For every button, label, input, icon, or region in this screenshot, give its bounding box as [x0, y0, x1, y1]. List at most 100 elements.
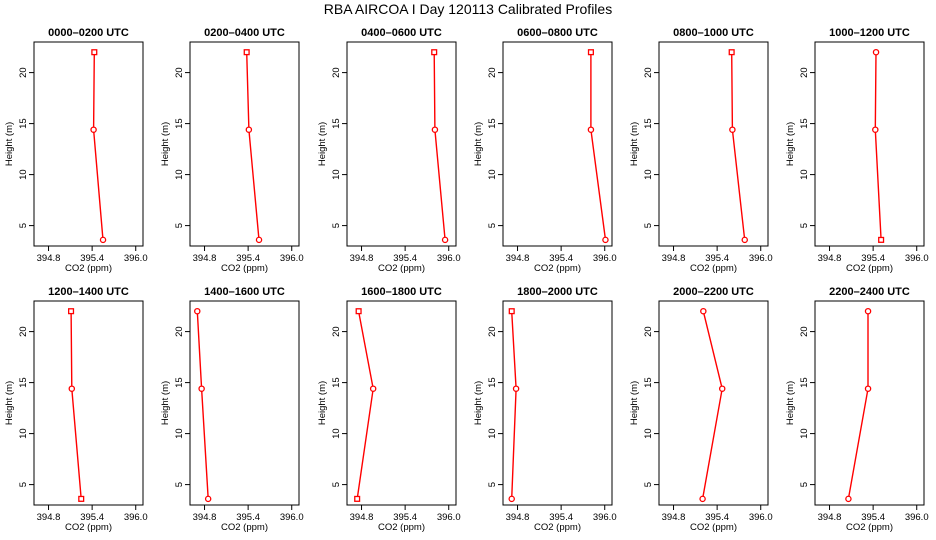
- y-tick-label: 15: [799, 377, 810, 388]
- x-tick-label: 396.0: [437, 253, 461, 264]
- x-tick-label: 396.0: [905, 512, 929, 523]
- x-tick-label: 394.8: [818, 512, 842, 523]
- y-tick-label: 15: [643, 118, 654, 129]
- x-tick-label: 395.4: [236, 512, 260, 523]
- x-tick-label: 395.4: [705, 253, 729, 264]
- y-tick-label: 10: [331, 169, 342, 180]
- profile-panel: 2000–2200 UTC 394.8 395.4 396.0 5 10 15 20 CO2 (…: [629, 286, 773, 533]
- y-tick-label: 15: [18, 377, 29, 388]
- y-tick-label: 10: [174, 428, 185, 439]
- profile-panel: 1800–2000 UTC 394.8 395.4 396.0 5 10 15 20 CO2 (…: [473, 286, 617, 533]
- x-axis-label: CO2 (ppm): [846, 522, 893, 533]
- data-point: [369, 385, 377, 392]
- plot-frame: [502, 41, 613, 247]
- data-point: [194, 307, 201, 315]
- y-tick-label: 5: [331, 223, 342, 228]
- plot-frame: [33, 300, 144, 506]
- y-tick-label: 20: [174, 326, 185, 337]
- y-tick-label: 5: [331, 482, 342, 487]
- panel-title: 2200–2400 UTC: [829, 286, 910, 298]
- y-tick-label: 5: [487, 223, 498, 228]
- y-tick-label: 20: [487, 326, 498, 337]
- panel-title: 1200–1400 UTC: [48, 286, 129, 298]
- plot-frame: [346, 41, 457, 247]
- profile-line: [196, 311, 209, 499]
- profile-panel: 0600–0800 UTC 394.8 395.4 396.0 5 10 15 20 CO2 (…: [473, 27, 617, 274]
- y-tick-label: 5: [799, 223, 810, 228]
- y-tick-label: 20: [18, 326, 29, 337]
- y-tick-label: 5: [174, 223, 185, 228]
- x-axis-label: CO2 (ppm): [378, 263, 425, 274]
- profile-panel: 0200–0400 UTC 394.8 395.4 396.0 5 10 15 20 CO2 (…: [160, 27, 304, 274]
- x-tick-label: 396.0: [280, 512, 304, 523]
- panel-title: 0000–0200 UTC: [48, 27, 129, 39]
- profile-line: [70, 311, 82, 499]
- x-tick-label: 395.4: [80, 512, 104, 523]
- data-point: [99, 236, 107, 244]
- x-tick-label: 396.0: [437, 512, 461, 523]
- x-axis-label: CO2 (ppm): [534, 522, 581, 533]
- panel-title: 1400–1600 UTC: [204, 286, 285, 298]
- y-axis-label: Height (m): [629, 381, 640, 425]
- y-axis-label: Height (m): [160, 122, 171, 166]
- y-tick-label: 20: [18, 67, 29, 78]
- y-axis-label: Height (m): [785, 381, 796, 425]
- x-tick-label: 395.4: [236, 253, 260, 264]
- plot-frame: [33, 41, 144, 247]
- y-axis-label: Height (m): [317, 122, 328, 166]
- x-tick-label: 396.0: [905, 253, 929, 264]
- data-point: [602, 236, 609, 244]
- x-tick-label: 395.4: [549, 253, 573, 264]
- x-tick-label: 394.8: [37, 512, 61, 523]
- x-tick-label: 394.8: [818, 253, 842, 264]
- x-tick-label: 394.8: [506, 512, 530, 523]
- plot-frame: [814, 41, 925, 247]
- plot-frame: [658, 300, 769, 506]
- plot-frame: [502, 300, 613, 506]
- x-axis-label: CO2 (ppm): [846, 263, 893, 274]
- profile-line: [246, 52, 260, 240]
- panel-grid: 0000–0200 UTC 394.8 395.4 396.0 5 10 15 20 CO2 (…: [4, 27, 929, 533]
- y-tick-label: 5: [487, 482, 498, 487]
- y-tick-label: 20: [643, 326, 654, 337]
- y-axis-label: Height (m): [785, 122, 796, 166]
- y-tick-label: 5: [643, 482, 654, 487]
- data-point: [90, 126, 97, 133]
- y-axis-label: Height (m): [4, 381, 15, 425]
- x-axis-label: CO2 (ppm): [221, 263, 268, 274]
- x-axis-label: CO2 (ppm): [378, 522, 425, 533]
- x-tick-label: 394.8: [506, 253, 530, 264]
- profile-line: [847, 311, 869, 500]
- y-tick-label: 15: [487, 377, 498, 388]
- y-tick-label: 15: [331, 377, 342, 388]
- x-tick-label: 396.0: [593, 512, 617, 523]
- x-tick-label: 394.8: [193, 512, 217, 523]
- data-point: [431, 126, 439, 133]
- data-point: [864, 307, 872, 315]
- profile-line: [92, 52, 104, 240]
- profile-line: [356, 311, 374, 500]
- data-point: [245, 126, 253, 133]
- x-tick-label: 395.4: [705, 512, 729, 523]
- data-point: [512, 385, 520, 392]
- data-point: [741, 236, 748, 244]
- data-point: [508, 308, 515, 315]
- profile-line: [433, 52, 446, 240]
- y-tick-label: 15: [174, 377, 185, 388]
- y-axis-label: Height (m): [473, 381, 484, 425]
- plot-frame: [189, 41, 300, 247]
- y-tick-label: 5: [18, 482, 29, 487]
- data-point: [91, 49, 98, 56]
- profile-panel: 1400–1600 UTC 394.8 395.4 396.0 5 10 15 20 CO2 (…: [160, 286, 304, 533]
- profile-panel: 1200–1400 UTC 394.8 395.4 396.0 5 10 15 20 CO2 (…: [4, 286, 148, 533]
- y-axis-label: Height (m): [629, 122, 640, 166]
- profile-panel: 0800–1000 UTC 394.8 395.4 396.0 5 10 15 20 CO2 (…: [629, 27, 773, 274]
- y-tick-label: 15: [331, 118, 342, 129]
- y-axis-label: Height (m): [473, 122, 484, 166]
- profile-line: [511, 311, 517, 499]
- panel-title: 0200–0400 UTC: [204, 27, 285, 39]
- y-tick-label: 5: [643, 223, 654, 228]
- data-point: [255, 236, 263, 244]
- y-tick-label: 20: [331, 326, 342, 337]
